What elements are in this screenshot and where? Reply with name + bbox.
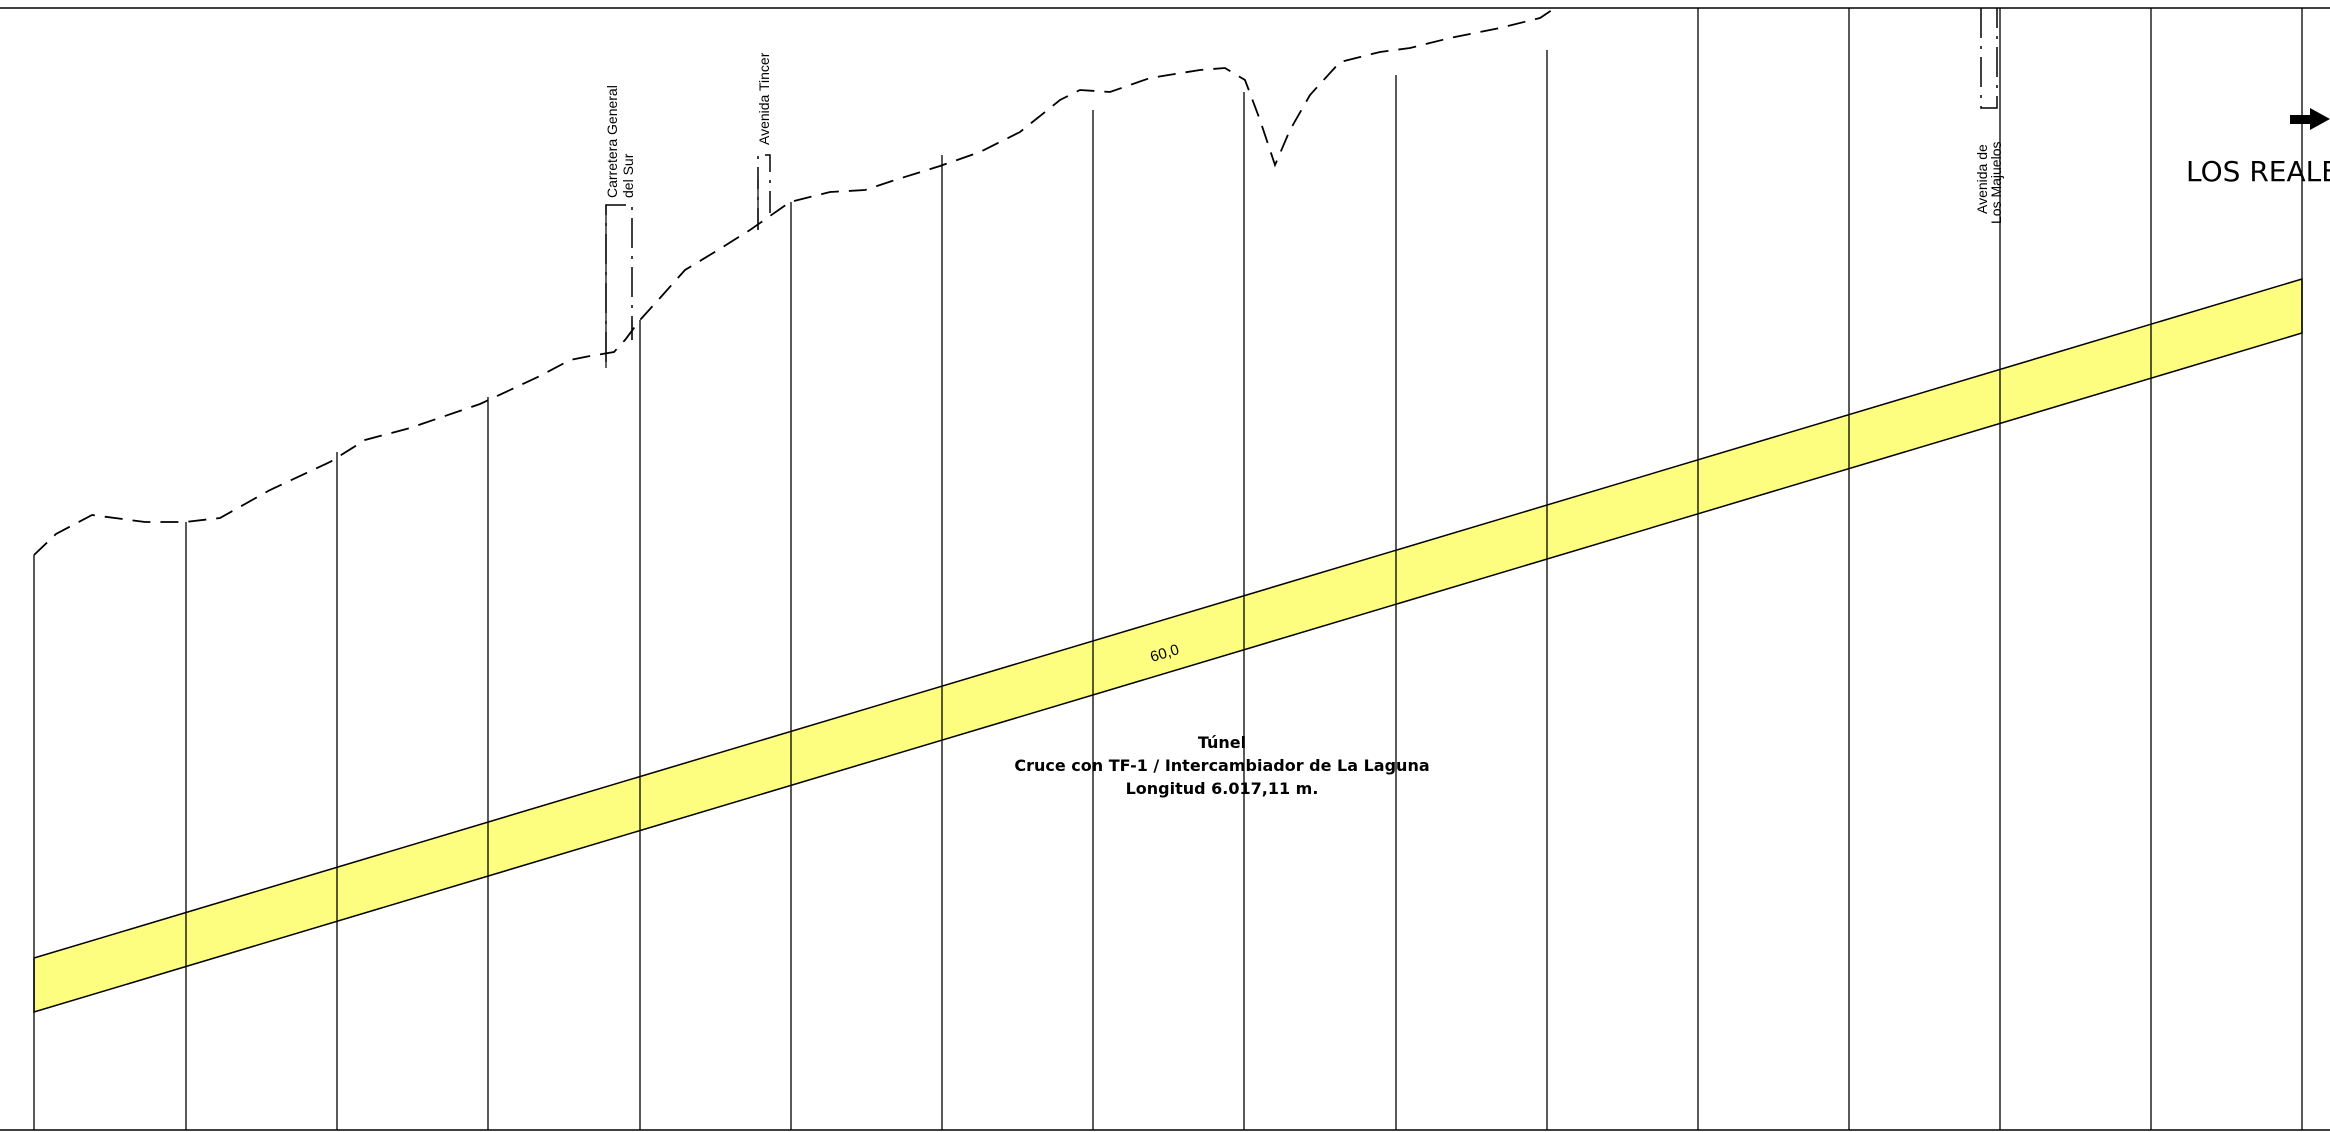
crossing-majuelos-label-line2: Los Majuelos (1988, 142, 2004, 225)
terrain-profile-line (33, 7, 1556, 556)
crossing-carretera-label-line2: del Sur (620, 153, 636, 198)
crossing-avenida-majuelos (1980, 8, 1998, 109)
crossing-avenida-tincer (757, 154, 771, 230)
crossing-carretera-label-line1: Carretera General (604, 85, 620, 198)
destination-arrow-shaft (2290, 115, 2312, 124)
crossing-majuelos-label-line1: Avenida de (1974, 144, 1990, 214)
station-lines (33, 8, 2303, 1130)
tunnel-title: Túnel (1198, 733, 1246, 752)
crossing-carretera-general (605, 204, 633, 368)
tunnel-subtitle: Cruce con TF-1 / Intercambiador de La La… (1014, 756, 1429, 775)
crossing-carretera-outline (605, 204, 633, 362)
crossing-tincer-label: Avenida Tincer (756, 52, 772, 145)
tunnel-length: Longitud 6.017,11 m. (1126, 779, 1319, 798)
destination-arrow-icon (2290, 108, 2330, 130)
destination-arrow-head (2310, 108, 2330, 130)
destination-label: LOS REALEJOS (2186, 155, 2330, 188)
crossing-tincer-outline (757, 154, 771, 230)
crossing-majuelos-outline (1980, 8, 1998, 109)
